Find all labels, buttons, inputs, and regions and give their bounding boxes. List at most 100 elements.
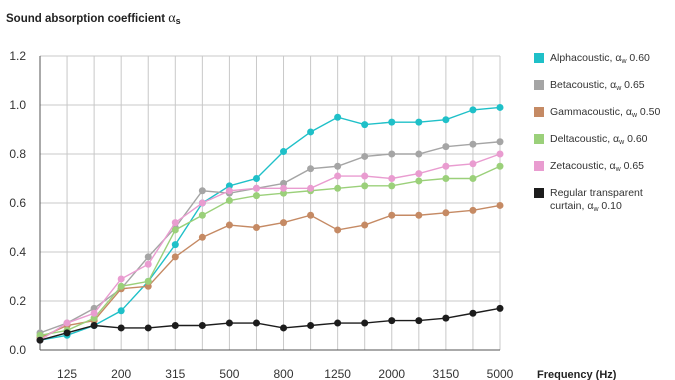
legend-sym: α <box>610 79 617 91</box>
legend-sub: w <box>621 58 627 65</box>
legend-sub: w <box>593 206 599 213</box>
data-point <box>388 150 396 158</box>
data-point <box>36 336 44 344</box>
legend-value: 0.65 <box>620 160 645 172</box>
data-point <box>307 211 315 219</box>
legend-swatch <box>534 188 544 198</box>
legend-value: 0.60 <box>626 52 650 64</box>
data-point <box>415 170 423 178</box>
y-tick-label: 0.0 <box>9 343 26 357</box>
legend-sym: α <box>625 106 632 118</box>
data-point <box>361 221 369 229</box>
x-tick-label: 500 <box>219 367 239 380</box>
data-point <box>36 331 44 339</box>
data-point <box>442 314 450 322</box>
x-axis-title: Frequency (Hz) <box>537 369 617 380</box>
data-point <box>280 324 288 332</box>
data-point <box>198 322 206 329</box>
data-point <box>334 113 342 121</box>
data-point <box>171 241 179 249</box>
legend-swatch <box>534 80 544 90</box>
legend-name: Zetacoustic, <box>550 160 610 172</box>
x-tick-label: 315 <box>165 367 185 380</box>
legend-name: Alphacoustic, <box>550 52 616 64</box>
series-line-1 <box>39 106 501 341</box>
data-point <box>171 219 179 227</box>
data-point <box>225 187 233 195</box>
data-point <box>117 282 125 290</box>
chart-title: Sound absorption coefficient αs <box>6 11 181 27</box>
legend-sub: w <box>615 166 621 173</box>
legend-swatch <box>534 161 544 171</box>
data-point <box>361 152 369 160</box>
data-point <box>90 309 98 317</box>
data-point <box>496 304 504 312</box>
data-point <box>90 314 98 322</box>
data-point <box>442 175 450 182</box>
data-point <box>388 211 396 219</box>
data-point <box>415 177 423 185</box>
data-point <box>280 219 288 227</box>
series-line-3 <box>39 204 501 339</box>
data-point <box>144 277 152 285</box>
series-line-5 <box>39 153 501 341</box>
legend-name: Deltacoustic, <box>550 133 614 145</box>
legend-item: Gammacoustic, αw 0.50 <box>534 106 674 122</box>
data-point <box>496 150 504 158</box>
data-point <box>361 121 369 129</box>
data-point <box>90 322 98 329</box>
data-point <box>334 226 342 234</box>
legend-item: Zetacoustic, αw 0.65 <box>534 160 674 176</box>
axes: 0.0 0.2 0.4 0.6 0.8 1.0 1.2 125 200 315 500 800 1250… <box>9 49 513 380</box>
data-point <box>361 182 369 190</box>
x-tick-label: 200 <box>111 367 131 380</box>
x-tick-label: 125 <box>57 367 77 380</box>
data-point <box>171 253 179 261</box>
data-point <box>117 275 125 283</box>
legend-sym: α <box>609 160 616 172</box>
legend-sym: α <box>615 52 622 64</box>
legend-sym: α <box>613 133 620 145</box>
x-tick-label: 800 <box>274 367 294 380</box>
data-point <box>388 182 396 190</box>
chart-title-text: Sound absorption coefficient <box>6 13 166 25</box>
legend-swatch <box>534 107 544 117</box>
data-point <box>171 226 179 234</box>
legend-name: Regular transparent curtain, <box>550 187 643 212</box>
data-point <box>442 116 450 124</box>
legend-value: 0.50 <box>637 106 661 118</box>
legend-sym: α <box>587 200 594 212</box>
data-point <box>469 140 477 148</box>
data-point <box>334 172 342 180</box>
data-point <box>198 211 206 219</box>
legend-swatch <box>534 53 544 63</box>
data-point <box>117 307 125 315</box>
series-line-6 <box>39 307 501 341</box>
data-point <box>307 165 315 173</box>
data-point <box>252 192 260 200</box>
legend-value: 0.10 <box>598 200 622 212</box>
data-point <box>225 319 233 327</box>
legend: Alphacoustic, αw 0.60 Betacoustic, αw 0.6… <box>534 52 674 227</box>
data-point <box>225 197 233 205</box>
data-point <box>252 224 260 231</box>
data-point <box>144 260 152 268</box>
x-tick-label: 3150 <box>433 367 460 380</box>
data-point <box>280 184 288 192</box>
legend-item: Betacoustic, αw 0.65 <box>534 79 674 95</box>
data-point <box>496 103 504 111</box>
legend-swatch <box>534 134 544 144</box>
data-point <box>388 175 396 182</box>
data-point <box>63 329 71 337</box>
y-tick-label: 0.6 <box>9 196 26 210</box>
data-point <box>171 322 179 329</box>
data-point <box>496 201 504 209</box>
data-point <box>252 184 260 192</box>
data-point <box>334 319 342 327</box>
data-point <box>117 324 125 332</box>
data-point <box>63 319 71 327</box>
data-point <box>280 189 288 197</box>
data-point <box>334 184 342 192</box>
legend-name: Betacoustic, <box>550 79 611 91</box>
data-point <box>469 160 477 168</box>
